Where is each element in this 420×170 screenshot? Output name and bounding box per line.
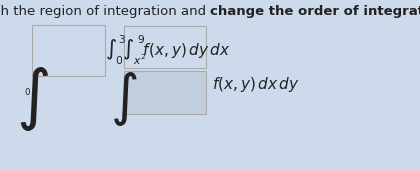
Text: $_0$: $_0$: [24, 85, 32, 98]
Text: $\int$: $\int$: [110, 70, 138, 128]
Text: Sketch the region of integration and: Sketch the region of integration and: [0, 5, 210, 18]
Bar: [124, 26, 206, 68]
Text: $f(x, y)\, dx\, dy$: $f(x, y)\, dx\, dy$: [212, 75, 300, 95]
Bar: [32, 26, 105, 76]
Text: change the order of integration.: change the order of integration.: [210, 5, 420, 18]
Text: $\int_0^3\!\int_{x^2}^{\,9}\!f(x, y)\, dy\, dx$: $\int_0^3\!\int_{x^2}^{\,9}\!f(x, y)\, d…: [105, 34, 231, 67]
Text: $\int$: $\int$: [16, 65, 49, 133]
Bar: [124, 71, 206, 114]
